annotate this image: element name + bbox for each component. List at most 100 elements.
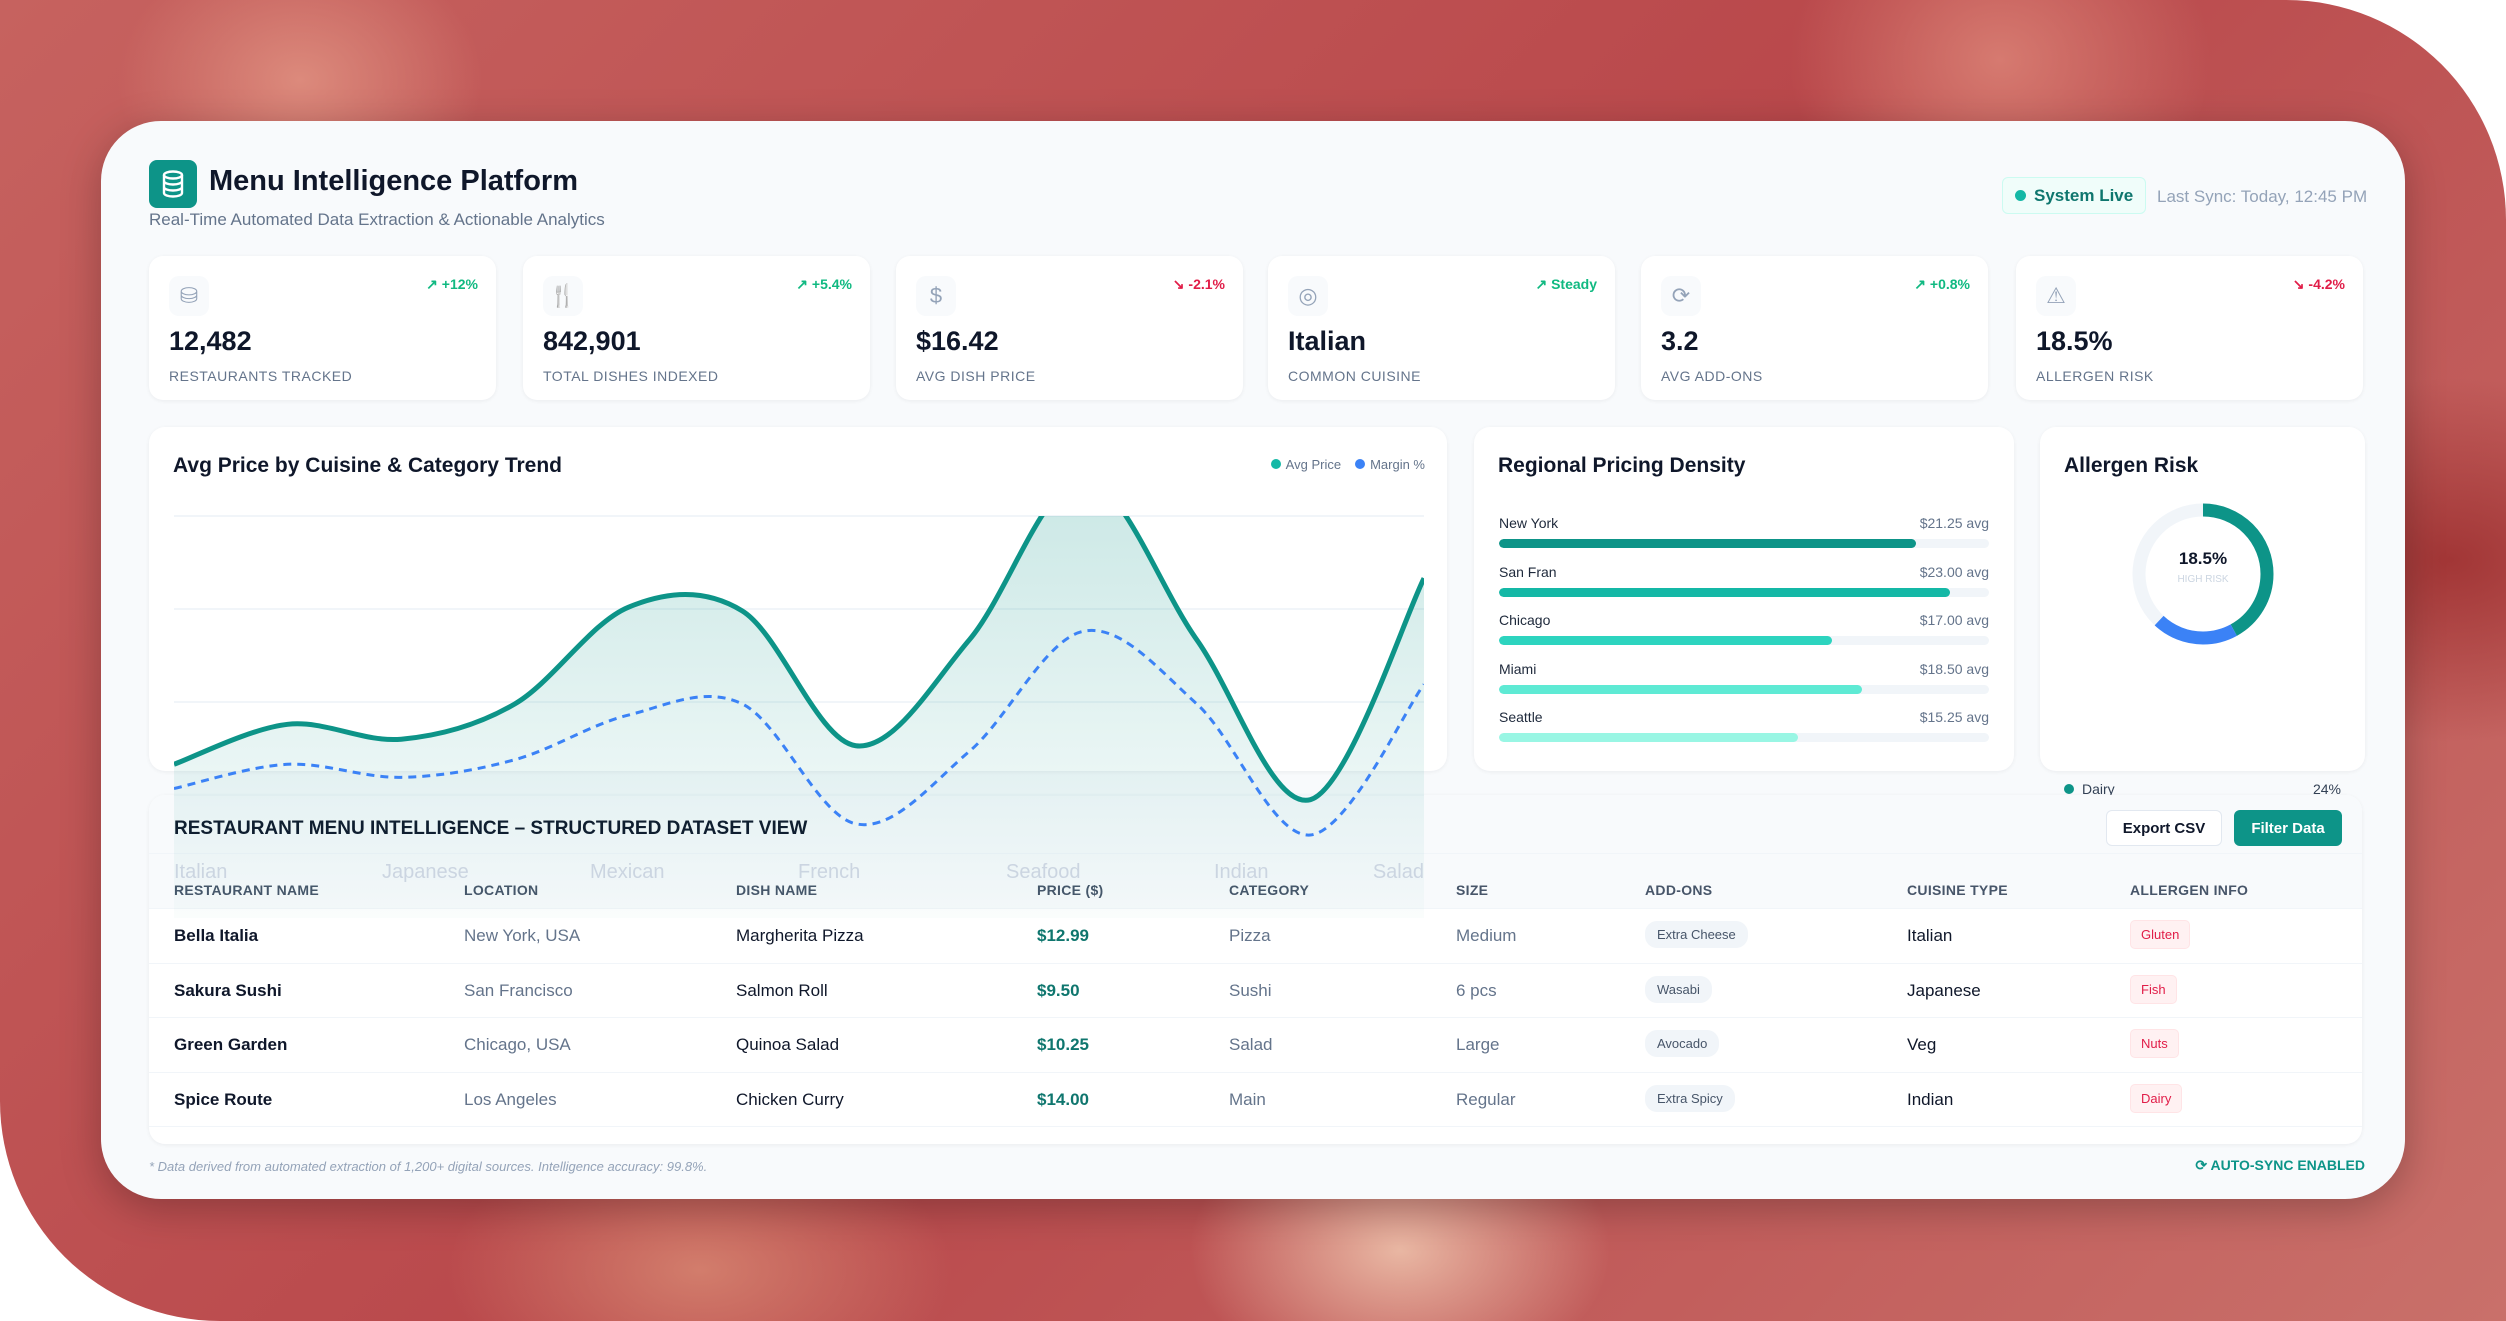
legend-avg-price: Avg Price <box>1270 457 1341 472</box>
addon-chip: Extra Cheese <box>1645 921 1748 948</box>
table-cell: Quinoa Salad <box>736 1035 840 1054</box>
kpi-value: Italian <box>1288 326 1367 356</box>
chart-legend: Avg Price Margin % <box>1270 457 1425 472</box>
table-cell: 6 pcs <box>1456 980 1497 1000</box>
region-bar <box>1499 587 1989 597</box>
map-pin-icon: ◎ <box>1288 276 1328 316</box>
table-cell: Salmon Roll <box>736 980 828 1000</box>
kpi-trend: ↗ +0.8% <box>1914 276 1970 292</box>
column-header[interactable]: SIZE <box>1456 882 1489 898</box>
database-logo-icon <box>149 160 197 208</box>
kpi-card: ⛁ ↗ +12% 12,482 RESTAURANTS TRACKED <box>149 256 496 400</box>
region-bar <box>1499 733 1989 742</box>
table-cell: Indian <box>1907 1089 1954 1109</box>
utensils-icon: 🍴 <box>543 276 583 316</box>
region-bar-fill <box>1499 539 1916 548</box>
kpi-label: TOTAL DISHES INDEXED <box>543 368 719 384</box>
kpi-trend: ↗ +12% <box>426 276 478 292</box>
dataset-table-panel: RESTAURANT MENU INTELLIGENCE – STRUCTURE… <box>149 795 2362 1144</box>
region-value: $18.50 avg <box>1919 660 1989 677</box>
region-bar-fill <box>1499 587 1950 597</box>
column-header[interactable]: ADD-ONS <box>1645 882 1713 898</box>
table-cell: $9.50 <box>1037 980 1080 1000</box>
table-cell: Chicken Curry <box>736 1089 844 1109</box>
kpi-value: $16.42 <box>916 326 999 356</box>
table-cell: Japanese <box>1907 980 1981 1000</box>
app-subtitle: Real-Time Automated Data Extraction & Ac… <box>149 210 605 229</box>
region-label: Chicago <box>1499 612 1551 628</box>
database-icon: ⛁ <box>169 276 209 316</box>
table-cell: Sushi <box>1229 980 1272 1000</box>
kpi-value: 18.5% <box>2036 326 2113 356</box>
filter-data-button[interactable]: Filter Data <box>2234 810 2342 846</box>
addon-chip: Extra Spicy <box>1645 1084 1735 1112</box>
table-cell: Los Angeles <box>464 1089 557 1109</box>
column-header[interactable]: RESTAURANT NAME <box>174 882 320 898</box>
table-cell: Main <box>1229 1089 1266 1109</box>
allergen-badge: Fish <box>2130 974 2177 1004</box>
donut-segment-dairy <box>2132 503 2274 645</box>
kpi-value: 3.2 <box>1661 326 1699 356</box>
table-row[interactable]: Spice Route Los Angeles Chicken Curry $14.0… <box>149 1071 2362 1126</box>
allergen-badge: Dairy <box>2130 1083 2183 1113</box>
region-bar <box>1499 539 1989 548</box>
allergen-risk-panel: Allergen Risk 18.5% HIGH RISK Dairy24%Gl… <box>2040 427 2365 853</box>
donut-center-label: HIGH RISK <box>2177 574 2229 585</box>
regional-title: Regional Pricing Density <box>1498 454 1746 477</box>
regional-pricing-panel: Regional Pricing Density New York $21.25… <box>1474 427 2014 771</box>
kpi-trend: ↗ Steady <box>1535 276 1597 292</box>
warning-icon: ⚠ <box>2036 276 2076 316</box>
region-label: New York <box>1499 515 1559 531</box>
table-cell: Italian <box>1907 926 1953 945</box>
table-cell: Chicago, USA <box>464 1035 571 1054</box>
column-header[interactable]: PRICE ($) <box>1037 882 1104 898</box>
app-title: Menu Intelligence Platform <box>209 165 578 197</box>
region-bar-fill <box>1499 733 1798 742</box>
allergen-badge: Nuts <box>2130 1029 2179 1058</box>
region-label: San Fran <box>1499 563 1557 580</box>
kpi-label: AVG ADD-ONS <box>1661 368 1763 384</box>
column-header[interactable]: DISH NAME <box>736 882 818 898</box>
region-bar <box>1499 684 1989 694</box>
table-row[interactable]: Green Garden Chicago, USA Quinoa Salad $10.… <box>149 1017 2362 1071</box>
table-row[interactable]: Sakura Sushi San Francisco Salmon Roll $9.5… <box>149 962 2362 1017</box>
status-text: System Live <box>2034 185 2134 205</box>
region-bar-fill <box>1499 636 1833 645</box>
system-status-badge: System Live <box>2002 177 2147 214</box>
table-cell: $14.00 <box>1037 1089 1089 1109</box>
refresh-icon: ⟳ <box>1661 276 1701 316</box>
chart-title: Avg Price by Cuisine & Category Trend <box>173 454 562 477</box>
table-cell: Regular <box>1456 1089 1516 1109</box>
table-cell: Sakura Sushi <box>174 980 282 1000</box>
table-cell: Spice Route <box>174 1089 273 1109</box>
allergen-badge: Gluten <box>2130 920 2191 949</box>
table-cell: Green Garden <box>174 1035 288 1054</box>
table-cell: Salad <box>1229 1035 1273 1054</box>
addon-chip: Avocado <box>1645 1030 1720 1057</box>
auto-sync-indicator: ⟳ AUTO-SYNC ENABLED <box>2195 1157 2365 1173</box>
column-header[interactable]: CATEGORY <box>1229 882 1310 898</box>
legend-dot-icon <box>2064 784 2074 794</box>
kpi-value: 842,901 <box>543 326 641 356</box>
table-cell: Margherita Pizza <box>736 926 864 945</box>
region-label: Miami <box>1499 660 1537 677</box>
kpi-card: ⟳ ↗ +0.8% 3.2 AVG ADD-ONS <box>1641 256 1988 400</box>
table-cell: $10.25 <box>1037 1035 1089 1054</box>
kpi-trend: ↗ +5.4% <box>796 276 852 292</box>
column-header[interactable]: LOCATION <box>464 882 539 898</box>
last-sync-text: Last Sync: Today, 12:45 PM <box>2157 187 2368 206</box>
region-bar-fill <box>1499 684 1862 694</box>
table-row[interactable]: Bella Italia New York, USA Margherita Pizz… <box>149 908 2362 962</box>
table-cell: Pizza <box>1229 926 1271 945</box>
price-trend-chart-panel: Avg Price by Cuisine & Category Trend Av… <box>149 427 1447 771</box>
table-title: RESTAURANT MENU INTELLIGENCE – STRUCTURE… <box>174 818 808 839</box>
export-csv-button[interactable]: Export CSV <box>2106 810 2222 846</box>
sync-icon: ⟳ <box>2195 1157 2211 1173</box>
status-dot-icon <box>2015 190 2026 201</box>
region-value: $23.00 avg <box>1919 563 1989 580</box>
kpi-card: ◎ ↗ Steady Italian COMMON CUISINE <box>1268 256 1615 400</box>
column-header[interactable]: ALLERGEN INFO <box>2130 882 2249 898</box>
table-cell: San Francisco <box>464 980 573 1000</box>
table-cell: Veg <box>1907 1035 1937 1054</box>
column-header[interactable]: CUISINE TYPE <box>1907 882 2008 898</box>
